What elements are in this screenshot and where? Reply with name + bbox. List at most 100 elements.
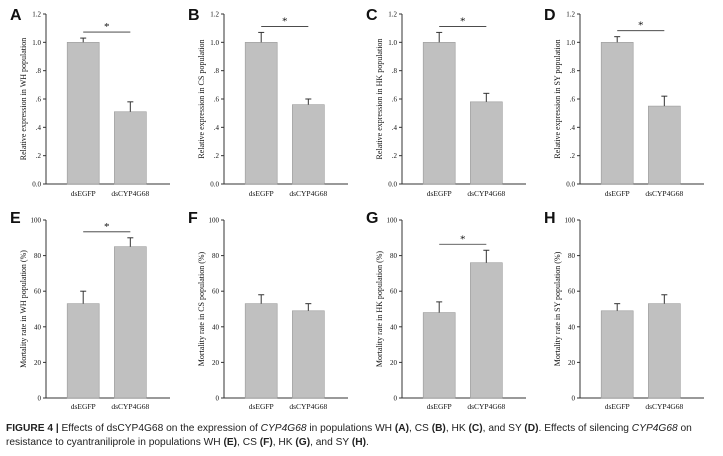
caption-part: (E) <box>223 437 238 448</box>
caption-part: CYP4G68 <box>260 423 307 434</box>
category-label: dsCYP4G68 <box>467 189 505 198</box>
y-axis-label: Mortality rate in WH population (%) <box>19 250 28 368</box>
caption-part: (B) <box>431 423 446 434</box>
caption-part: CYP4G68 <box>631 423 678 434</box>
bar-dsCYP4G68 <box>292 104 325 185</box>
y-tick-label: 40 <box>212 323 220 331</box>
y-tick-label: 80 <box>390 252 398 260</box>
bar-dsCYP4G68 <box>648 303 681 399</box>
category-label: dsEGFP <box>605 402 630 411</box>
category-label: dsCYP4G68 <box>645 189 683 198</box>
category-label: dsEGFP <box>427 189 452 198</box>
significance-marker: * <box>460 15 466 27</box>
bar-dsCYP4G68 <box>470 262 503 399</box>
category-label: dsEGFP <box>605 189 630 198</box>
y-tick-label: 100 <box>31 217 42 225</box>
y-axis-label: Mortality rate in SY population (%) <box>553 251 562 366</box>
y-tick-label: 0 <box>572 395 576 403</box>
bar-dsCYP4G68 <box>114 246 147 399</box>
y-tick-label: 1.2 <box>388 11 397 19</box>
y-tick-label: .2 <box>36 152 42 160</box>
y-axis-label: Relative expression in SY population <box>553 39 562 158</box>
y-tick-label: 100 <box>565 217 576 225</box>
bar-dsEGFP <box>244 42 278 185</box>
panel-letter: A <box>10 7 22 24</box>
y-tick-label: .4 <box>392 124 398 132</box>
bar-dsEGFP <box>66 303 100 399</box>
panel-letter: E <box>10 210 21 227</box>
y-tick-label: .4 <box>570 124 576 132</box>
y-tick-label: 60 <box>212 288 220 296</box>
y-tick-label: .6 <box>570 96 576 104</box>
y-tick-label: 80 <box>212 252 220 260</box>
caption-label: FIGURE 4 | <box>6 423 59 434</box>
category-label: dsEGFP <box>427 402 452 411</box>
y-tick-label: 0.0 <box>566 181 575 189</box>
y-tick-label: 60 <box>34 288 42 296</box>
significance-marker: * <box>104 221 110 233</box>
bar-dsEGFP <box>66 42 100 185</box>
y-tick-label: 100 <box>387 217 398 225</box>
y-tick-label: 60 <box>390 288 398 296</box>
bar-dsCYP4G68 <box>470 101 503 185</box>
y-tick-label: 1.2 <box>210 11 219 19</box>
category-label: dsEGFP <box>71 402 96 411</box>
caption-part: (G) <box>295 437 311 448</box>
y-tick-label: 100 <box>209 217 220 225</box>
y-tick-label: 0.0 <box>32 181 41 189</box>
caption-part: (H) <box>351 437 366 448</box>
caption-part: (A) <box>394 423 410 434</box>
caption-part: Effects of dsCYP4G68 on the expression o… <box>58 423 261 434</box>
caption-part: (D) <box>524 423 539 434</box>
y-tick-label: .4 <box>214 124 220 132</box>
y-tick-label: 1.0 <box>32 39 41 47</box>
y-tick-label: 0.0 <box>388 181 397 189</box>
y-tick-label: 20 <box>568 359 576 367</box>
y-tick-label: 80 <box>568 252 576 260</box>
panel-letter: B <box>188 7 200 24</box>
y-axis-label: Relative expression in CS population <box>197 39 206 158</box>
panel-letter: G <box>366 210 378 227</box>
y-axis-label: Relative expression in WH population <box>19 38 28 161</box>
significance-marker: * <box>460 233 466 245</box>
caption-part: in populations WH <box>306 423 395 434</box>
y-tick-label: 0 <box>38 395 42 403</box>
bar-dsEGFP <box>422 42 456 185</box>
caption-part: , CS <box>237 437 260 448</box>
y-tick-label: .4 <box>36 124 42 132</box>
y-tick-label: .8 <box>214 67 220 75</box>
significance-marker: * <box>104 21 110 33</box>
category-label: dsCYP4G68 <box>645 402 683 411</box>
y-tick-label: .6 <box>392 96 398 104</box>
y-tick-label: 40 <box>568 323 576 331</box>
category-label: dsCYP4G68 <box>467 402 505 411</box>
y-tick-label: 1.2 <box>566 11 575 19</box>
y-tick-label: 40 <box>390 323 398 331</box>
bar-dsEGFP <box>244 303 278 399</box>
figure-caption: FIGURE 4 | Effects of dsCYP4G68 on the e… <box>6 422 718 450</box>
caption-part: , and SY <box>482 423 525 434</box>
category-label: dsEGFP <box>249 402 274 411</box>
y-tick-label: 0.0 <box>210 181 219 189</box>
panel-letter: C <box>366 7 378 24</box>
significance-marker: * <box>638 20 644 32</box>
caption-part: , CS <box>409 423 432 434</box>
y-tick-label: .6 <box>214 96 220 104</box>
caption-part: , and SY <box>310 437 352 448</box>
y-tick-label: 20 <box>212 359 220 367</box>
significance-marker: * <box>282 15 288 27</box>
y-tick-label: 1.0 <box>388 39 397 47</box>
caption-body: Effects of dsCYP4G68 on the expression o… <box>6 423 692 448</box>
category-label: dsCYP4G68 <box>111 402 149 411</box>
bar-dsCYP4G68 <box>292 310 325 399</box>
caption-part: , HK <box>272 437 296 448</box>
caption-part: on resistance to cyantraniliprole in pop… <box>6 423 692 448</box>
y-tick-label: .8 <box>392 67 398 75</box>
y-tick-label: 40 <box>34 323 42 331</box>
y-tick-label: .2 <box>392 152 398 160</box>
y-axis-label: Relative expression in HK population <box>375 39 384 160</box>
caption-part: , HK <box>445 423 469 434</box>
bar-dsEGFP <box>600 310 634 399</box>
category-label: dsCYP4G68 <box>111 189 149 198</box>
panel-letter: H <box>544 210 556 227</box>
